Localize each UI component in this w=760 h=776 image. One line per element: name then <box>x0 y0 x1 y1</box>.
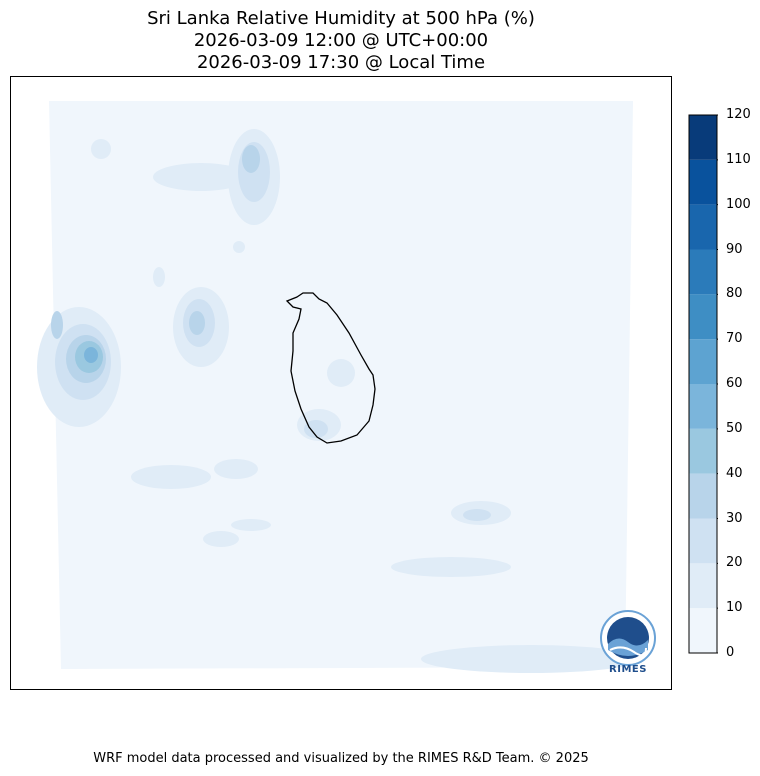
colorbar-tick-label: 20 <box>726 555 743 571</box>
colorbar-tick-label: 120 <box>726 107 751 122</box>
colorbar-segment <box>689 608 717 653</box>
humidity-map <box>37 101 641 673</box>
colorbar-segment <box>689 563 717 609</box>
colorbar-segment <box>689 473 717 519</box>
footer-credit: WRF model data processed and visualized … <box>93 751 589 766</box>
colorbar-segment <box>689 249 717 295</box>
colorbar-segment <box>689 204 717 250</box>
map-subtitle-utc: 2026-03-09 12:00 @ UTC+00:00 <box>193 30 489 51</box>
colorbar-segment <box>689 384 717 429</box>
colorbar-tick-label: 100 <box>726 196 751 212</box>
colorbar-segment <box>689 518 717 564</box>
rimes-logo <box>600 610 656 666</box>
rimes-logo-text: RIMES <box>609 664 647 675</box>
colorbar-tick-label: 0 <box>726 645 735 660</box>
colorbar-tick-label: 40 <box>726 465 743 481</box>
colorbar-tick-label: 80 <box>726 286 743 302</box>
colorbar-tick-label: 50 <box>726 420 743 436</box>
map-title: Sri Lanka Relative Humidity at 500 hPa (… <box>147 8 535 29</box>
sri-lanka-coastline <box>285 292 376 444</box>
map-subtitle-local: 2026-03-09 17:30 @ Local Time <box>196 52 486 73</box>
colorbar-segment <box>689 294 717 340</box>
colorbar-segment <box>689 115 717 160</box>
colorbar-segment <box>689 159 717 205</box>
humidity-50-60 <box>84 347 98 363</box>
colorbar <box>688 114 718 654</box>
colorbar-segment <box>689 339 717 384</box>
colorbar-tick-label: 60 <box>726 376 743 391</box>
colorbar-tick-label: 90 <box>726 241 743 257</box>
colorbar-tick-label: 30 <box>726 510 743 526</box>
colorbar-segment <box>689 428 717 474</box>
colorbar-tick-label: 70 <box>726 331 743 347</box>
map-panel <box>10 76 672 690</box>
colorbar-tick-label: 10 <box>726 600 743 616</box>
colorbar-tick-label: 110 <box>726 151 751 167</box>
